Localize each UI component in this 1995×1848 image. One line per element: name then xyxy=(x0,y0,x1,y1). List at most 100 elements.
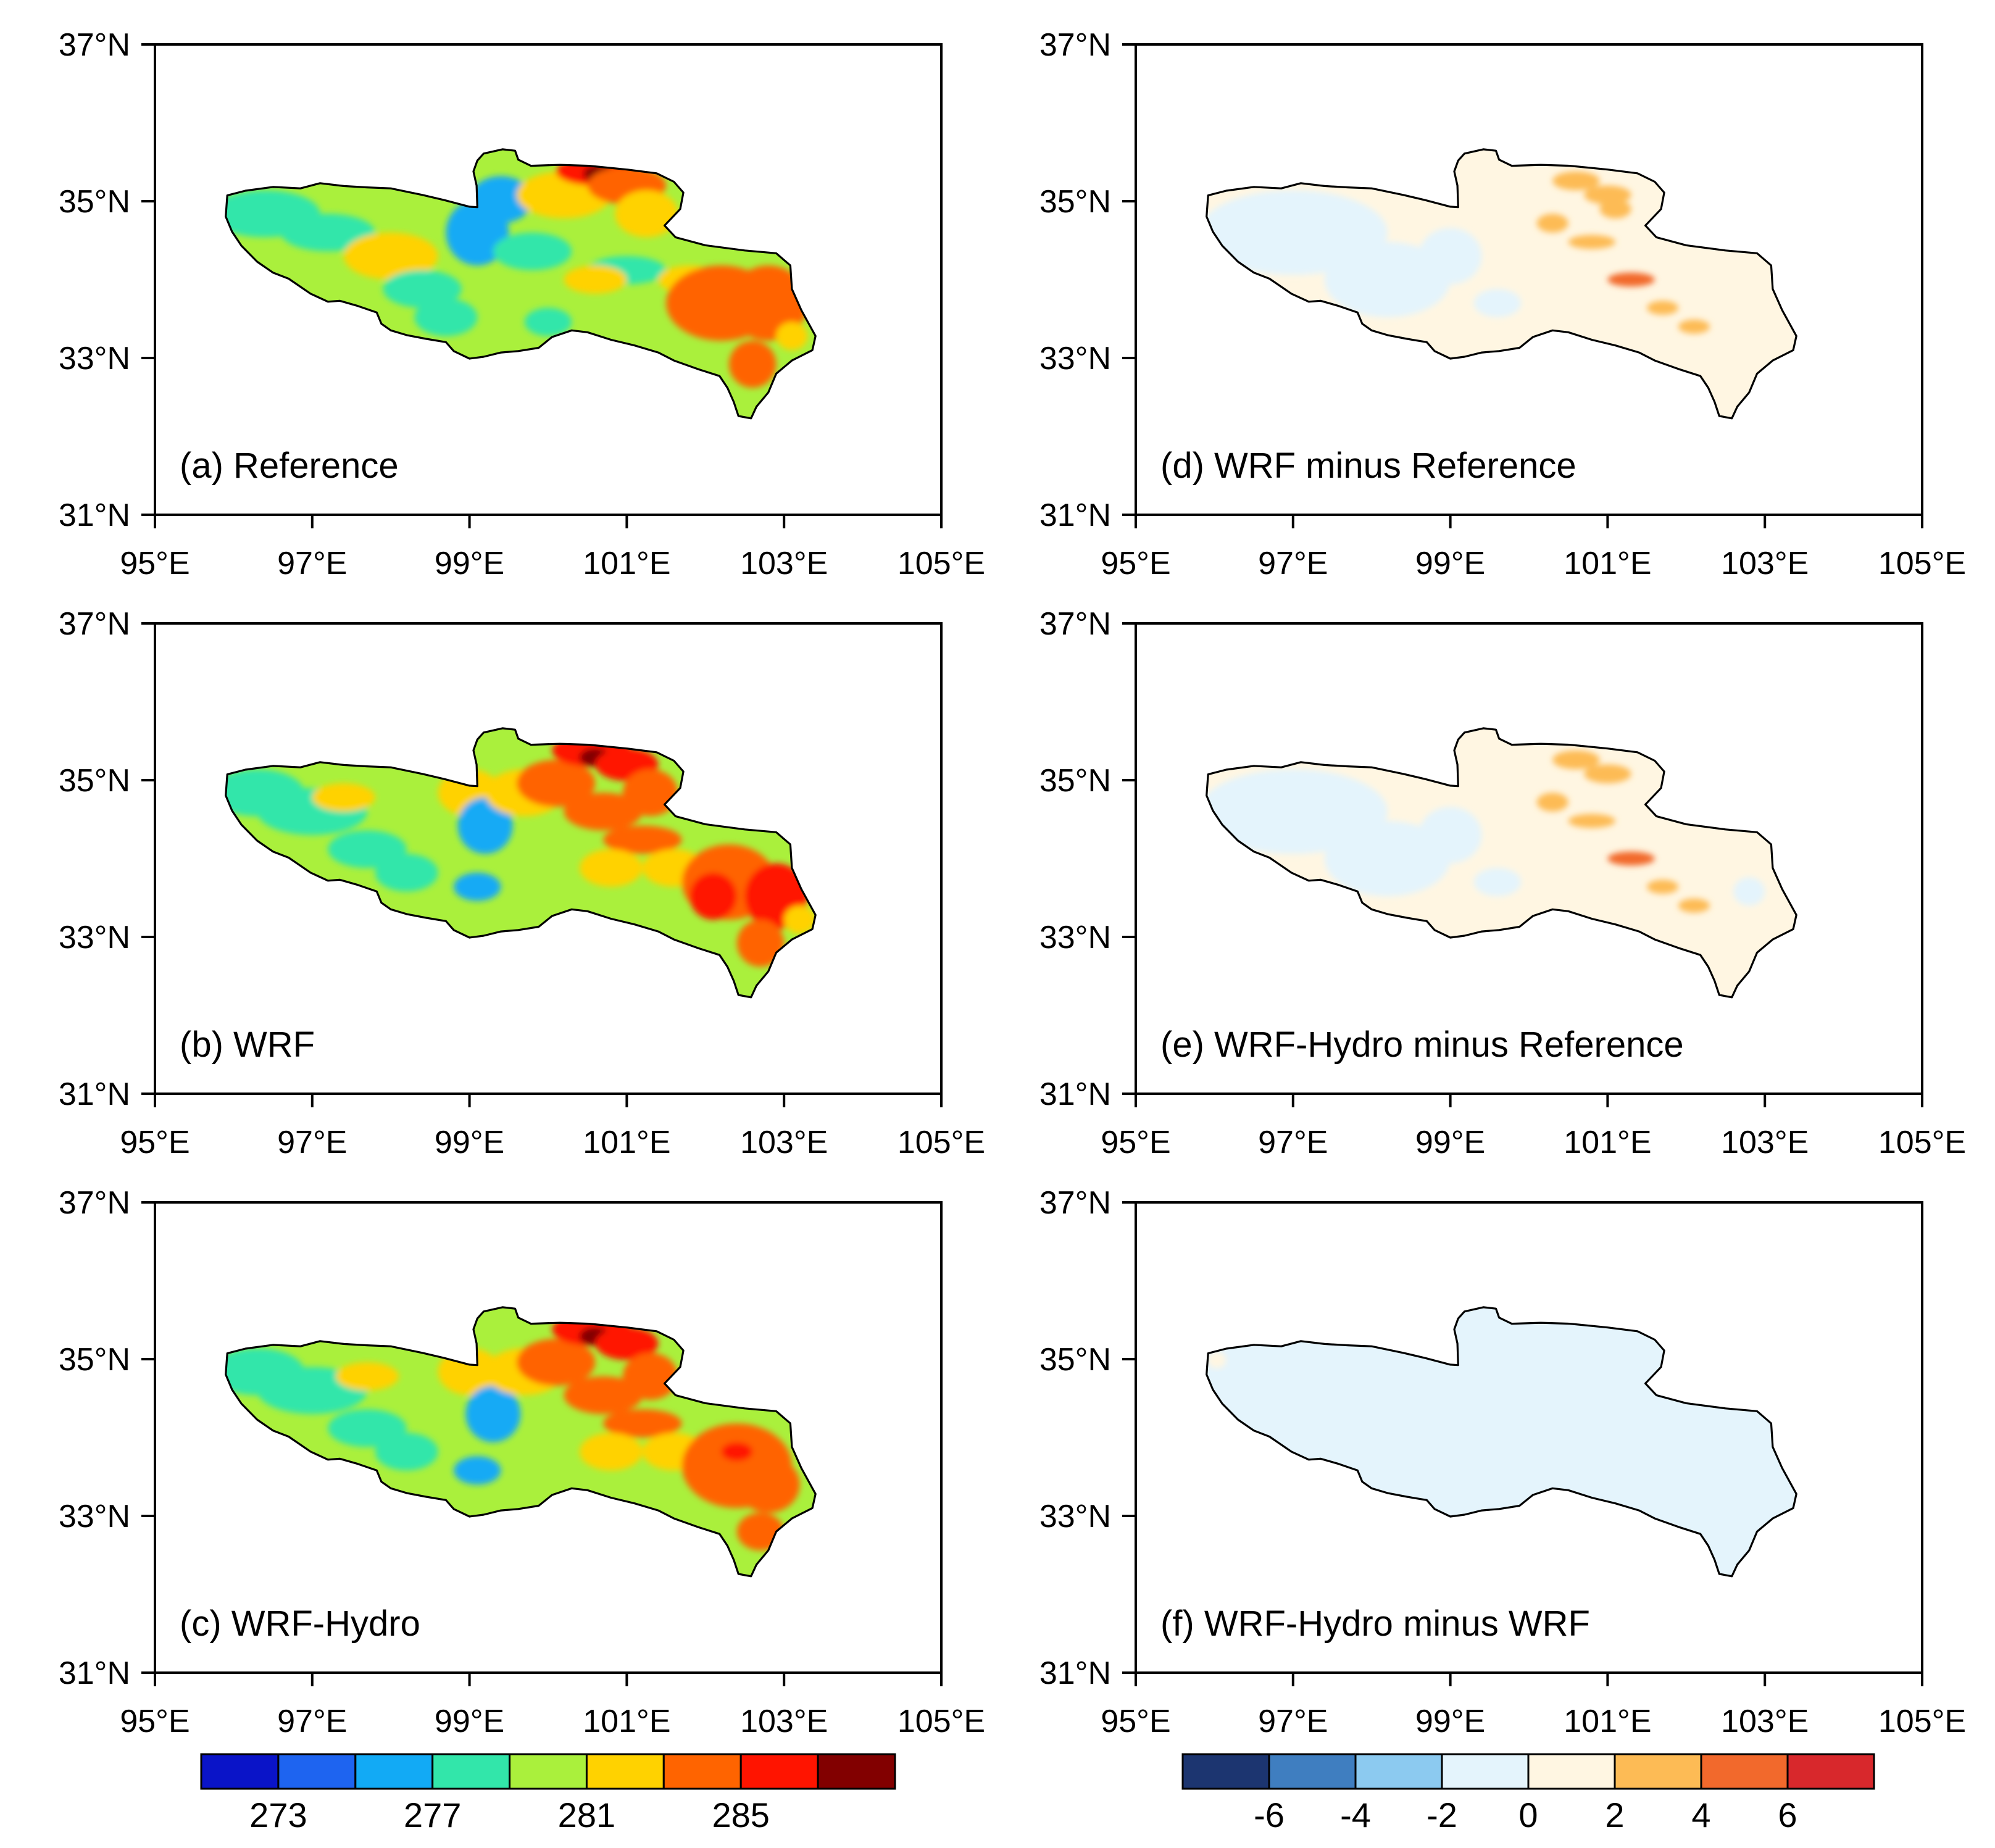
field-base xyxy=(1206,149,1797,418)
lat-tick-label: 37°N xyxy=(1039,27,1111,63)
lon-tick-label: 105°E xyxy=(898,1125,985,1160)
lon-tick-label: 101°E xyxy=(1564,1125,1651,1160)
lat-tick-label: 33°N xyxy=(59,920,130,955)
field-patch xyxy=(579,1433,643,1471)
lon-tick-label: 103°E xyxy=(740,1704,828,1739)
basin-field xyxy=(1206,149,1797,418)
lon-tick-label: 97°E xyxy=(1258,1125,1328,1160)
colorbar-box xyxy=(739,1753,819,1790)
basin-outline xyxy=(1206,1306,1797,1578)
field-patch xyxy=(1536,214,1568,233)
field-patch xyxy=(375,1433,438,1471)
field-patch xyxy=(736,920,785,967)
map-frame xyxy=(1135,622,1923,1095)
lat-tick-label: 37°N xyxy=(59,1185,130,1221)
lon-tick-label: 99°E xyxy=(1415,1704,1485,1739)
colorbar-difference: -6 -4 -2 0 2 4 6 xyxy=(1181,1753,1875,1834)
lat-tick-label: 35°N xyxy=(59,184,130,220)
lon-tick-label: 103°E xyxy=(1721,1125,1809,1160)
lon-tick-label: 95°E xyxy=(1101,1704,1170,1739)
field-patch xyxy=(1552,750,1600,770)
field-patch xyxy=(1607,851,1655,866)
field-patch xyxy=(736,1456,800,1513)
colorbar-absolute: 273 277 281 285 xyxy=(200,1753,896,1834)
field-patch xyxy=(729,341,777,388)
field-patch xyxy=(524,307,572,336)
field-patch xyxy=(1473,868,1522,896)
colorbar-box xyxy=(277,1753,357,1790)
panel-label: (b) WRF xyxy=(180,1025,315,1065)
colorbar-label: 2 xyxy=(1605,1796,1624,1834)
colorbar-box xyxy=(662,1753,742,1790)
field-patch xyxy=(1584,185,1631,204)
lat-tick-label: 37°N xyxy=(59,27,130,63)
field-patch xyxy=(1536,793,1568,812)
basin-field xyxy=(225,728,816,997)
panel-label: (f) WRF-Hydro minus WRF xyxy=(1160,1604,1590,1644)
lat-tick-label: 37°N xyxy=(59,606,130,642)
lat-tick-label: 33°N xyxy=(1039,1499,1111,1534)
colorbar-label: 277 xyxy=(404,1796,461,1834)
basin-field xyxy=(1206,1307,1797,1576)
field-patch xyxy=(457,797,513,854)
field-patch xyxy=(312,783,375,812)
field-patch xyxy=(1418,807,1482,864)
colorbar-label: -6 xyxy=(1254,1796,1285,1834)
field-patch xyxy=(603,825,682,854)
map-frame xyxy=(1135,43,1923,516)
colorbar-box xyxy=(817,1753,896,1790)
field-patch xyxy=(336,1362,399,1391)
lon-tick-label: 101°E xyxy=(1564,546,1651,581)
colorbar-box xyxy=(1700,1753,1789,1790)
lat-tick-label: 31°N xyxy=(59,1655,130,1691)
lat-tick-label: 35°N xyxy=(59,1342,130,1378)
field-patch xyxy=(343,232,438,280)
field-patch xyxy=(1568,235,1616,249)
lon-tick-label: 95°E xyxy=(1101,1125,1170,1160)
field-patch xyxy=(280,214,375,252)
colorbar-box xyxy=(431,1753,511,1790)
colorbars: 273 277 281 285 -6 -4 -2 0 2 4 6 xyxy=(200,1753,1875,1834)
panel-label: (d) WRF minus Reference xyxy=(1160,446,1576,486)
field-patch xyxy=(1206,769,1388,854)
colorbar-label: 285 xyxy=(712,1796,769,1834)
lon-tick-label: 103°E xyxy=(740,546,828,581)
lon-tick-label: 97°E xyxy=(277,546,347,581)
lat-tick-label: 31°N xyxy=(1039,1655,1111,1691)
map-panel-c: 95°E 97°E 99°E 101°E 103°E 105°E 31°N 33°N 35°N 3… xyxy=(59,1185,985,1739)
field-patch xyxy=(1473,289,1522,317)
field-patch xyxy=(1607,272,1655,287)
field-patch xyxy=(1324,242,1451,317)
basin-outline xyxy=(1206,148,1797,420)
lon-tick-label: 99°E xyxy=(435,546,504,581)
map-frame xyxy=(154,43,943,516)
lon-tick-label: 95°E xyxy=(120,1704,190,1739)
field-base xyxy=(225,149,816,418)
colorbar-label: -4 xyxy=(1340,1796,1371,1834)
lat-tick-label: 31°N xyxy=(1039,1076,1111,1112)
lat-tick-label: 35°N xyxy=(1039,1342,1111,1378)
field-patch xyxy=(465,1386,521,1442)
lon-tick-label: 101°E xyxy=(583,1125,670,1160)
basin-field xyxy=(225,1307,816,1576)
lon-tick-label: 99°E xyxy=(1415,1125,1485,1160)
colorbar-box xyxy=(354,1753,434,1790)
lat-tick-label: 33°N xyxy=(59,341,130,377)
lon-tick-label: 103°E xyxy=(740,1125,828,1160)
map-panel-a: 95°E 97°E 99°E 101°E 103°E 105°E 31°N 33°N 35°N 3… xyxy=(59,27,985,581)
field-patch xyxy=(603,1409,682,1438)
colorbar-box xyxy=(1268,1753,1357,1790)
map-panels: 95°E 97°E 99°E 101°E 103°E 105°E 31°N 33°N 35°N 3… xyxy=(59,27,1966,1739)
lon-tick-label: 99°E xyxy=(1415,546,1485,581)
colorbar-box xyxy=(1527,1753,1616,1790)
lon-tick-label: 101°E xyxy=(1564,1704,1651,1739)
colorbar-label: 4 xyxy=(1691,1796,1710,1834)
field-patch xyxy=(1678,319,1710,334)
field-patch xyxy=(564,265,627,294)
field-patch xyxy=(1647,301,1679,315)
field-patch xyxy=(454,872,501,901)
lat-tick-label: 37°N xyxy=(1039,606,1111,642)
lon-tick-label: 99°E xyxy=(435,1125,504,1160)
basin-outline xyxy=(225,727,817,999)
